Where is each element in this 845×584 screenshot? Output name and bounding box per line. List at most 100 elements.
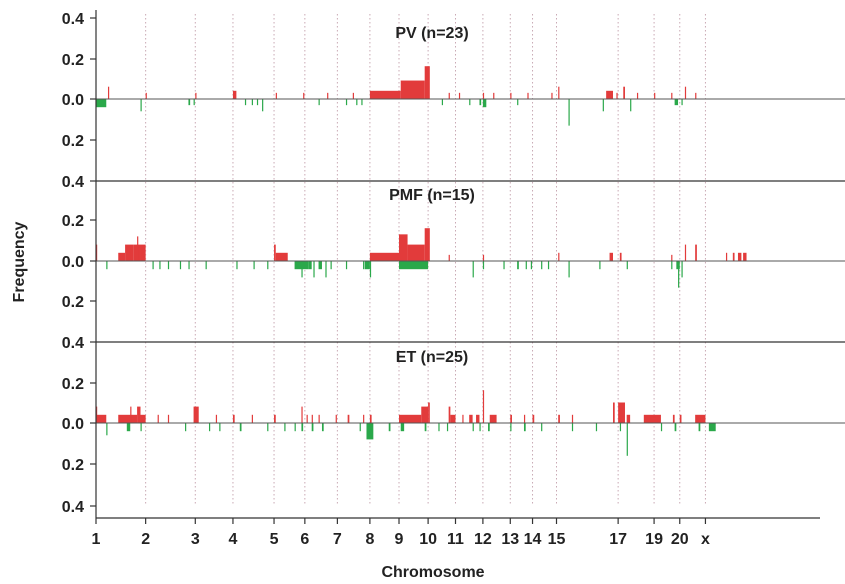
gain-bar (462, 414, 464, 423)
loss-bar (681, 99, 683, 106)
x-tick-label: 11 (447, 531, 464, 548)
gain-bar (369, 414, 372, 423)
gain-bar (400, 80, 425, 99)
loss-bar (126, 423, 131, 432)
loss-bar (152, 261, 154, 270)
gain-bar (671, 254, 673, 261)
panel-et: ET (n=25) (96, 349, 845, 456)
loss-bar (262, 99, 264, 112)
gain-bar (215, 414, 218, 423)
gain-bar (618, 402, 625, 423)
gain-bar (347, 414, 350, 423)
gain-bar (695, 92, 697, 99)
y-tick-label: 0.0 (62, 416, 84, 433)
loss-bar (167, 261, 170, 270)
gain-bar (193, 406, 199, 423)
loss-bar (318, 99, 320, 106)
gain-bar (274, 244, 276, 261)
gain-bar (275, 252, 288, 261)
loss-bar (251, 99, 253, 106)
gain-bar (399, 234, 408, 261)
gain-bar (458, 92, 461, 99)
x-tick-label: 9 (395, 531, 404, 548)
y-tick-label: 0.2 (62, 376, 84, 393)
loss-bar (361, 99, 363, 106)
gain-bar (407, 244, 425, 261)
x-tick-label: 13 (501, 531, 519, 548)
gain-bar (616, 92, 618, 99)
gain-bar (157, 414, 159, 423)
gain-bar (551, 92, 553, 99)
gain-bar (450, 414, 456, 423)
gain-bar (672, 414, 675, 423)
gain-bar (118, 252, 126, 261)
loss-bar (244, 99, 247, 106)
gain-bar (510, 414, 512, 423)
gain-bar (679, 414, 682, 423)
gain-bar (369, 90, 401, 99)
gain-bar (448, 92, 450, 99)
loss-bar (308, 261, 312, 270)
loss-bar (140, 99, 142, 112)
loss-bar (208, 423, 211, 432)
loss-bar (301, 423, 304, 432)
loss-bar (106, 423, 108, 436)
gain-bar (489, 414, 497, 423)
gain-bar (695, 244, 697, 261)
loss-bar (568, 99, 570, 126)
loss-bar (369, 261, 372, 278)
x-tick-label: 3 (191, 531, 200, 548)
x-tick-label: 17 (609, 531, 627, 548)
gain-bar (424, 228, 430, 261)
gain-bar (140, 244, 146, 261)
gain-bar (363, 414, 365, 423)
loss-bar (503, 261, 505, 270)
x-tick-label: 8 (365, 531, 374, 548)
gain-bar (137, 406, 141, 423)
x-tick-label: 2 (141, 531, 150, 548)
x-tick-label: 6 (300, 531, 309, 548)
gain-bar (140, 414, 146, 423)
panel-title: ET (n=25) (396, 349, 468, 366)
loss-bar (488, 423, 490, 432)
gain-bar (118, 414, 138, 423)
loss-bar (140, 423, 142, 432)
gain-bar (737, 252, 742, 261)
gain-bar (311, 414, 313, 423)
gain-bar (421, 406, 429, 423)
loss-bar (660, 423, 663, 432)
loss-bar (345, 99, 348, 106)
gain-bar (695, 414, 706, 423)
loss-bar (517, 261, 519, 270)
gain-bar (527, 92, 529, 99)
loss-bar (698, 423, 701, 432)
loss-bar (345, 261, 348, 270)
gain-bar (743, 252, 747, 261)
loss-bar (469, 99, 471, 106)
loss-bar (547, 261, 550, 270)
loss-bar (256, 99, 259, 106)
loss-bar (678, 261, 680, 288)
gain-bar (684, 86, 687, 99)
y-tick-label: 0.4 (62, 11, 84, 28)
loss-bar (364, 261, 370, 270)
y-tick-label: 0.0 (62, 92, 84, 109)
gain-bar (369, 252, 400, 261)
gain-bar (609, 252, 613, 261)
gain-bar (251, 414, 253, 423)
loss-bar (179, 261, 182, 270)
x-tick-labels: 1 2 3 4 5 6 7 8 9 10 11 12 13 14 15 17 19 20 x (92, 518, 710, 548)
x-axis-label: Chromosome (381, 564, 484, 581)
gain-bar (232, 414, 235, 423)
loss-bar (479, 423, 481, 432)
gain-bar (725, 252, 728, 261)
gain-bar (303, 92, 305, 99)
y-tick-label: 0.4 (62, 499, 84, 516)
gain-bar (482, 254, 485, 261)
x-tick-label: 4 (228, 531, 237, 548)
loss-bar (482, 261, 485, 270)
loss-bar (674, 99, 679, 106)
loss-bar (530, 261, 533, 270)
gain-bar (107, 86, 110, 99)
panel-pmf: PMF (n=15) (96, 187, 845, 288)
